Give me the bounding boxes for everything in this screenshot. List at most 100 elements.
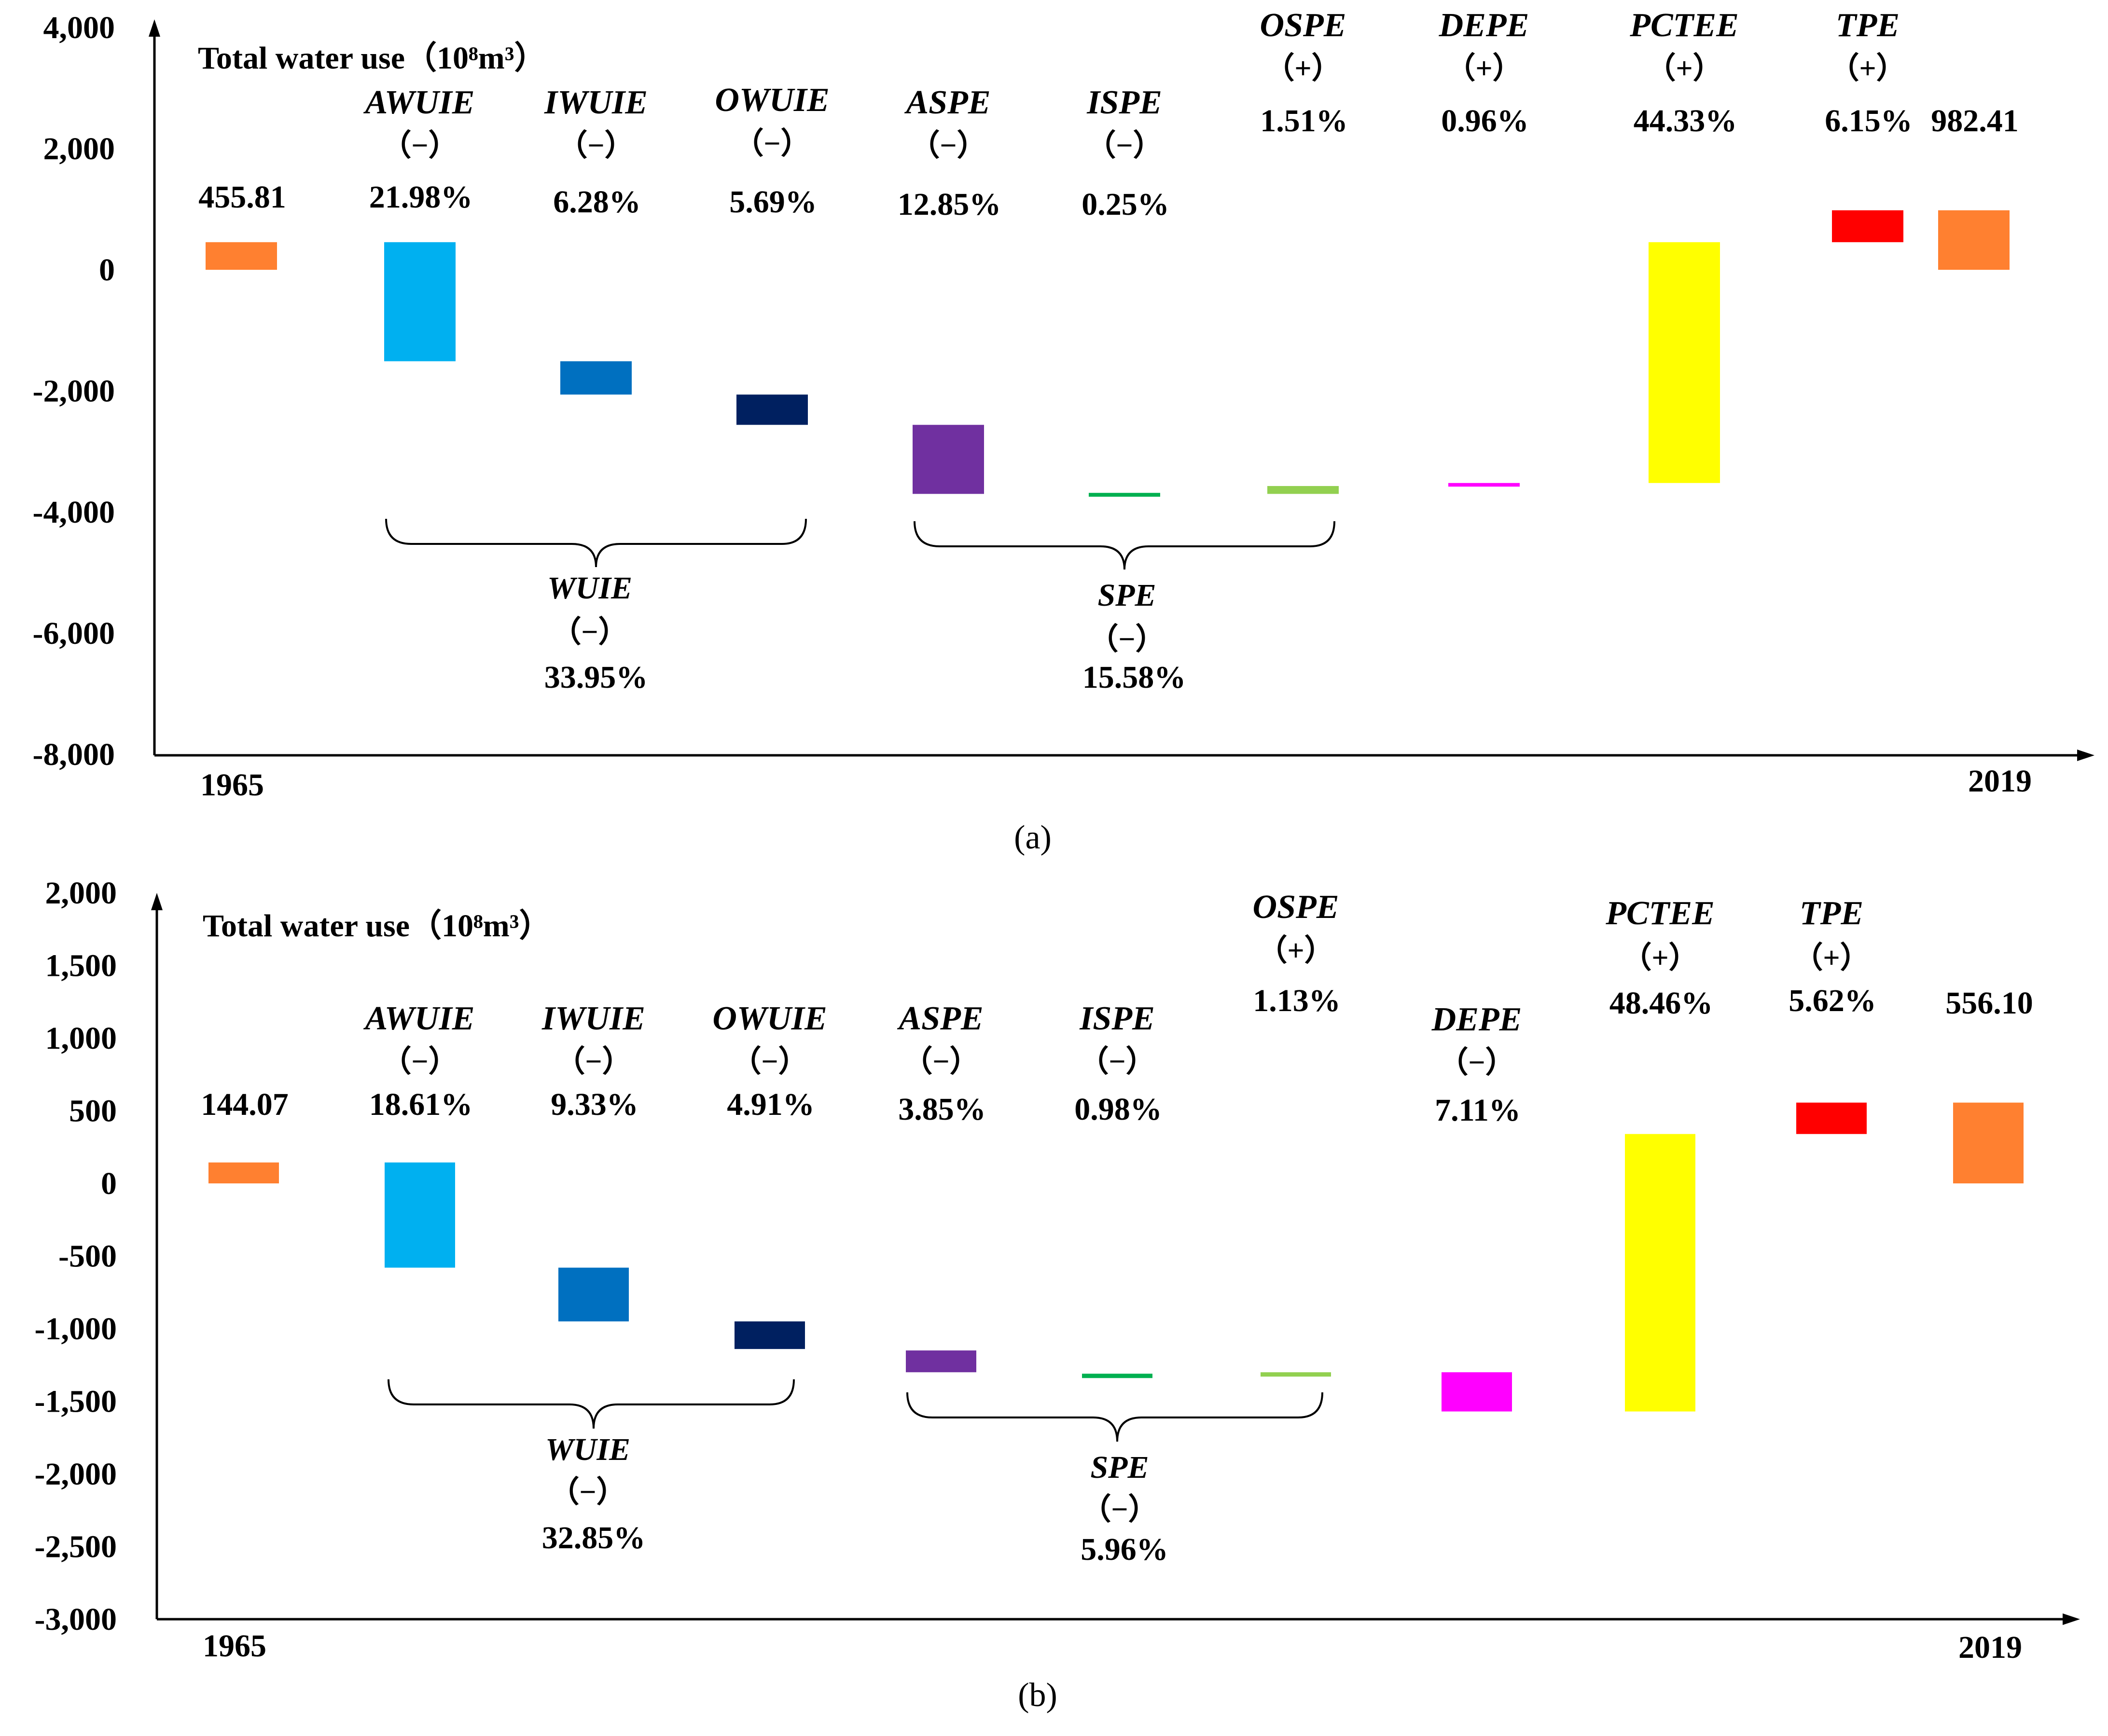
bars-a: [206, 210, 2010, 497]
unit-label-a: Total water use（10⁸m³）: [198, 40, 546, 76]
y-tick-label: 0: [99, 252, 115, 288]
bar-category-label: IWUIE: [541, 1000, 645, 1037]
bar-category-label: ISPE: [1079, 1000, 1155, 1037]
bar-category-label: ISPE: [1086, 84, 1162, 121]
y-tick-label: -3,000: [35, 1602, 117, 1637]
bar-sign-label: （−）: [734, 126, 810, 160]
bar-ispe: [1082, 1374, 1152, 1378]
x-axis-arrow-b: [2063, 1613, 2080, 1625]
y-axis-arrow-a: [149, 19, 160, 37]
bar-sign-label: （+）: [1445, 51, 1522, 85]
start-year-a: 1965: [200, 767, 264, 803]
end-year-a: 2019: [1968, 764, 2032, 799]
bar-category-label: OSPE: [1260, 7, 1346, 44]
y-tick-label: -1,500: [35, 1384, 117, 1419]
group-wuie-pct-a: 33.95%: [544, 660, 648, 695]
y-ticks-a: 4,000 2,000 0 -2,000 -4,000 -6,000 -8,000: [33, 10, 115, 772]
y-tick-label: -2,000: [33, 374, 115, 409]
bar-sign-label: （−）: [910, 128, 986, 162]
group-wuie-label-a: WUIE: [547, 570, 632, 606]
bar-sign-label: （−）: [381, 128, 458, 162]
bar-value-label: 556.10: [1945, 986, 2033, 1021]
group-wuie-sign-a: （−）: [551, 615, 628, 649]
x-axis-arrow-a: [2077, 750, 2094, 761]
bar-category-label: PCTEE: [1605, 895, 1715, 932]
bar-value-label: 7.11%: [1435, 1093, 1521, 1128]
bar-value-label: 455.81: [198, 180, 286, 215]
y-tick-label: -2,500: [35, 1529, 117, 1565]
bar-2019: [1938, 210, 2010, 270]
bar-awuie: [384, 242, 456, 361]
bar-value-label: 6.28%: [553, 184, 641, 220]
bar-value-label: 5.62%: [1789, 983, 1876, 1018]
group-spe-sign-b: （−）: [1081, 1492, 1158, 1526]
bar-value-label: 18.61%: [369, 1087, 473, 1122]
group-wuie-pct-b: 32.85%: [542, 1520, 646, 1555]
y-tick-label: -4,000: [33, 495, 115, 530]
brace-wuie-a: [385, 518, 807, 568]
group-spe-sign-a: （−）: [1088, 622, 1165, 656]
y-tick-label: -6,000: [33, 616, 115, 651]
bar-value-label: 21.98%: [369, 180, 473, 215]
bar-value-label: 982.41: [1931, 103, 2019, 139]
chart-b: 2,000 1,500 1,000 500 0 -500 -1,000 -1,500 -2,00…: [35, 875, 2080, 1714]
y-ticks-b: 2,000 1,500 1,000 500 0 -500 -1,000 -1,500 -2,00…: [35, 875, 117, 1637]
bar-sign-label: （+）: [1646, 51, 1722, 85]
bar-category-label: OWUIE: [712, 1000, 827, 1037]
group-spe-label-a: SPE: [1097, 578, 1156, 613]
bar-pctee: [1649, 242, 1720, 483]
group-spe-label-b: SPE: [1090, 1450, 1149, 1485]
y-tick-label: -1,000: [35, 1311, 117, 1347]
bar-ispe: [1089, 493, 1160, 497]
chart-a: 4,000 2,000 0 -2,000 -4,000 -6,000 -8,000 455.…: [33, 7, 2094, 856]
bar-category-label: PCTEE: [1629, 7, 1739, 44]
bar-1965: [208, 1162, 279, 1183]
start-year-b: 1965: [203, 1628, 266, 1664]
y-tick-label: -8,000: [33, 737, 115, 772]
bar-depe: [1442, 1372, 1512, 1412]
bar-value-label: 1.51%: [1260, 103, 1348, 139]
y-tick-label: 4,000: [43, 10, 115, 45]
y-tick-label: 2,000: [43, 131, 115, 167]
y-tick-label: 500: [69, 1094, 117, 1129]
bar-category-label: OWUIE: [715, 82, 829, 119]
bar-value-label: 6.15%: [1825, 103, 1913, 139]
bar-value-label: 0.98%: [1074, 1092, 1162, 1127]
bar-owuie: [735, 1321, 805, 1349]
y-tick-label: 1,000: [45, 1021, 117, 1056]
bar-value-label: 5.69%: [729, 184, 817, 220]
y-axis-arrow-b: [151, 893, 163, 910]
bar-category-label: TPE: [1836, 7, 1900, 44]
bar-ospe: [1261, 1372, 1331, 1377]
bar-category-label: TPE: [1800, 895, 1863, 932]
bar-value-label: 44.33%: [1634, 103, 1737, 139]
bar-sign-label: （+）: [1264, 51, 1341, 85]
bar-tpe: [1796, 1102, 1867, 1134]
y-tick-label: 2,000: [45, 875, 117, 911]
bar-value-label: 1.13%: [1253, 983, 1341, 1018]
bar-category-label: ASPE: [904, 84, 990, 121]
bar-category-label: OSPE: [1253, 889, 1339, 926]
panel-label-a: (a): [1014, 819, 1052, 856]
bar-2019: [1953, 1102, 2024, 1183]
group-wuie-sign-b: （−）: [549, 1475, 626, 1509]
bar-category-label: AWUIE: [363, 84, 475, 121]
bar-value-label: 4.91%: [727, 1087, 815, 1122]
bar-sign-label: （−）: [902, 1044, 979, 1078]
bar-sign-label: （+）: [1257, 933, 1334, 967]
bar-value-label: 0.96%: [1441, 103, 1529, 139]
bar-category-label: DEPE: [1431, 1001, 1522, 1038]
group-spe-pct-b: 5.96%: [1081, 1532, 1168, 1567]
panel-label-b: (b): [1018, 1677, 1057, 1714]
bar-iwuie: [558, 1267, 629, 1321]
bars-b: [208, 1102, 2024, 1412]
bar-depe: [1448, 483, 1520, 487]
bar-labels-a: 455.81 AWUIE （−） 21.98% IWUIE （−） 6.28% OWUIE （−…: [198, 7, 2019, 222]
brace-wuie-b: [388, 1379, 795, 1429]
bar-category-label: ASPE: [897, 1000, 983, 1037]
bar-sign-label: （−）: [557, 128, 634, 162]
end-year-b: 2019: [1958, 1630, 2022, 1665]
bar-ospe: [1267, 486, 1339, 494]
group-wuie-label-b: WUIE: [545, 1432, 630, 1467]
